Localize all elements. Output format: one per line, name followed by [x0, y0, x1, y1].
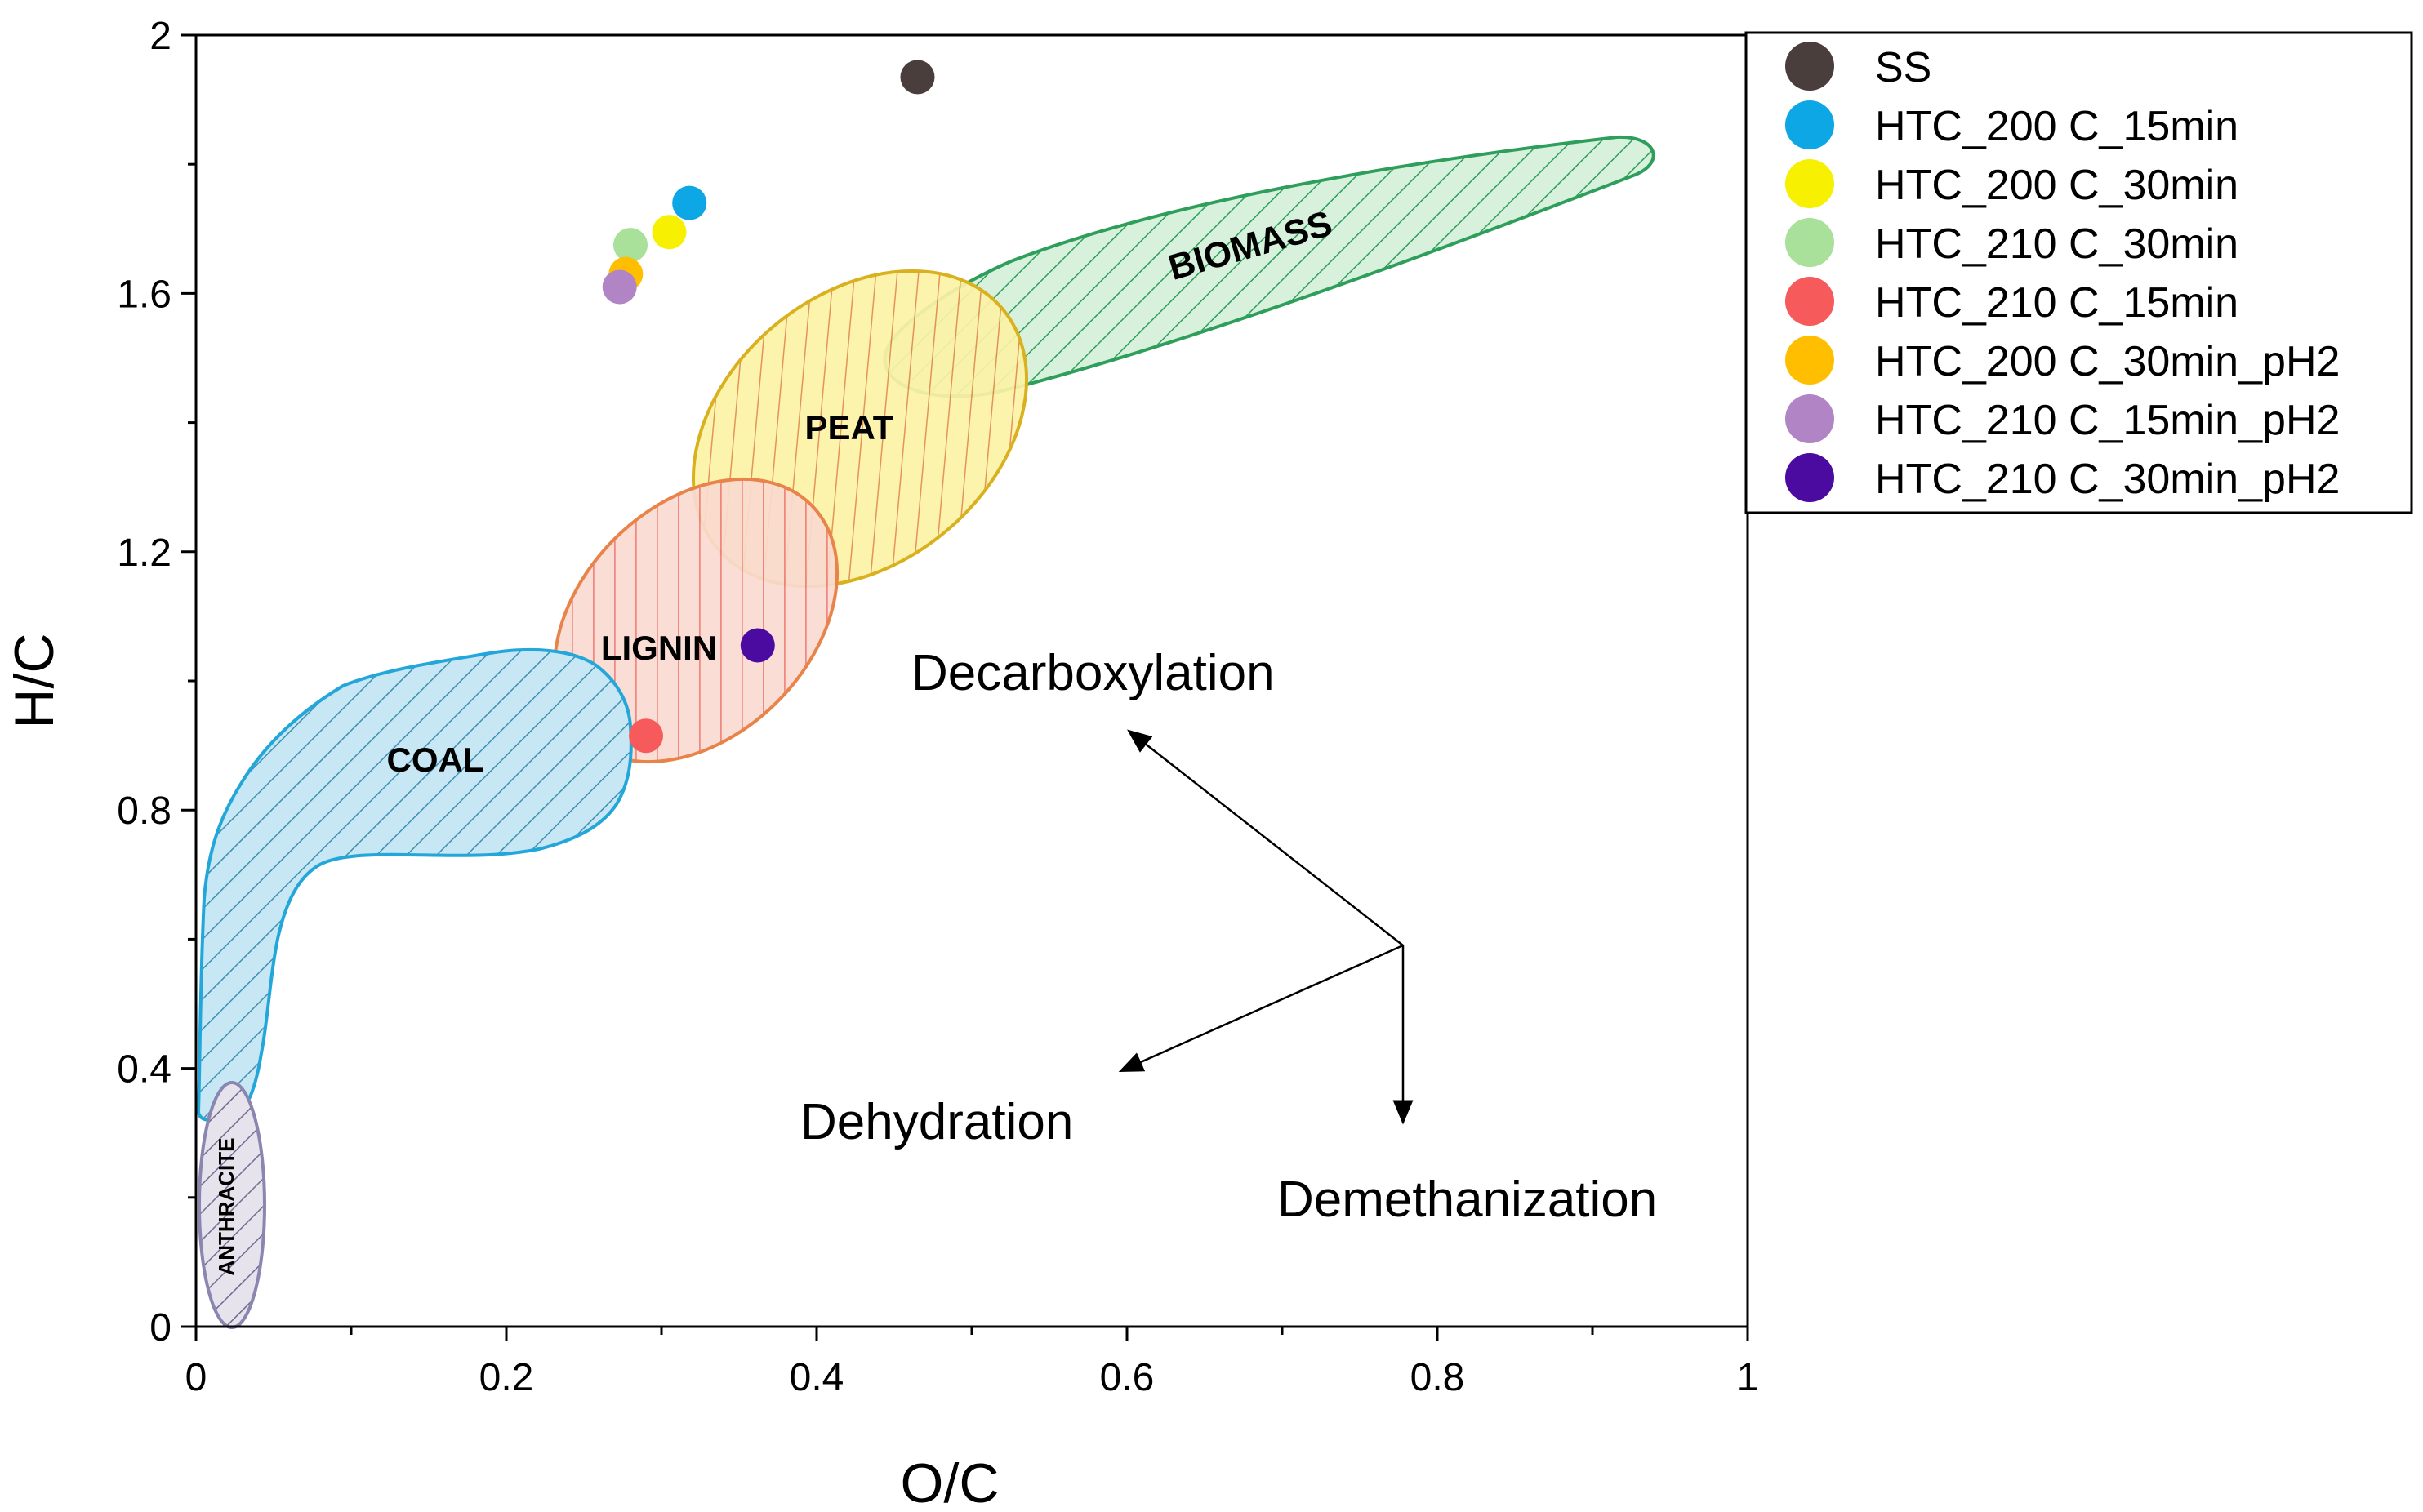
legend-marker — [1785, 100, 1834, 149]
legend-marker — [1785, 218, 1834, 267]
legend-marker — [1785, 336, 1834, 385]
y-tick-label: 0.8 — [117, 789, 171, 833]
x-axis-label: O/C — [901, 1452, 1000, 1512]
legend-marker — [1785, 453, 1834, 502]
legend-label: HTC_200 C_15min — [1875, 103, 2238, 150]
legend-label: HTC_200 C_30min — [1875, 162, 2238, 209]
arrow-dehydration — [1118, 944, 1404, 1073]
legend-label: HTC_210 C_30min — [1875, 220, 2238, 268]
y-tick-label: 0 — [149, 1306, 171, 1350]
data-point-htc-210-c-15min — [629, 718, 663, 754]
y-ticks: 0 0.4 0.8 1.2 1.6 2 — [117, 15, 196, 1350]
y-tick-label: 1.2 — [117, 531, 171, 575]
data-point-ss — [900, 60, 935, 95]
coal-label: COAL — [387, 740, 484, 779]
peat-label: PEAT — [805, 408, 894, 447]
x-ticks: 0 0.2 0.4 0.6 0.8 1 — [185, 1327, 1759, 1399]
legend-marker — [1785, 277, 1834, 326]
legend-label: HTC_210 C_30min_pH2 — [1875, 456, 2340, 503]
data-point-htc-210-c-15min-ph2 — [602, 269, 637, 305]
x-tick-label: 0.8 — [1410, 1356, 1465, 1399]
arrow-decarboxylation — [1127, 729, 1404, 946]
data-point-htc-210-c-30min — [613, 228, 648, 263]
region-coal-shape — [196, 647, 633, 1123]
x-tick-label: 0.2 — [479, 1356, 534, 1399]
legend-label: SS — [1875, 44, 1931, 91]
legend-label: HTC_210 C_15min_pH2 — [1875, 397, 2340, 444]
axes: 0 0.2 0.4 0.6 0.8 1 0 0.4 0.8 1.2 1.6 2 O/C H/C — [3, 15, 1758, 1512]
annotations: Decarboxylation Dehydration Demethanizat… — [800, 645, 1657, 1228]
legend-marker — [1785, 159, 1834, 208]
x-tick-label: 1 — [1737, 1356, 1759, 1399]
legend-marker — [1785, 394, 1834, 443]
x-tick-label: 0 — [185, 1356, 207, 1399]
y-tick-label: 0.4 — [117, 1048, 171, 1092]
decarboxylation-label: Decarboxylation — [911, 645, 1275, 701]
demethanization-label: Demethanization — [1277, 1172, 1657, 1228]
legend-marker — [1785, 42, 1834, 91]
y-axis-label: H/C — [3, 633, 65, 728]
dehydration-label: Dehydration — [800, 1094, 1073, 1150]
data-point-htc-200-c-15min — [672, 185, 707, 220]
x-tick-label: 0.4 — [790, 1356, 844, 1399]
data-point-htc-210-c-30min-ph2 — [740, 628, 775, 663]
anthracite-label: ANTHRACITE — [214, 1138, 238, 1276]
legend-items: SS HTC_200 C_15min HTC_200 C_30min HTC_210 … — [1785, 42, 2340, 503]
data-point-htc-200-c-30min — [652, 215, 687, 250]
legend: SS HTC_200 C_15min HTC_200 C_30min HTC_210 … — [1744, 31, 2413, 514]
legend-label: HTC_200 C_30min_pH2 — [1875, 338, 2340, 385]
y-tick-label: 1.6 — [117, 273, 171, 316]
data-points — [602, 60, 935, 754]
legend-label: HTC_210 C_15min — [1875, 279, 2238, 327]
x-tick-label: 0.6 — [1100, 1356, 1155, 1399]
lignin-label: LIGNIN — [601, 629, 717, 667]
y-tick-label: 2 — [149, 15, 171, 58]
legend-frame — [1744, 31, 2413, 514]
